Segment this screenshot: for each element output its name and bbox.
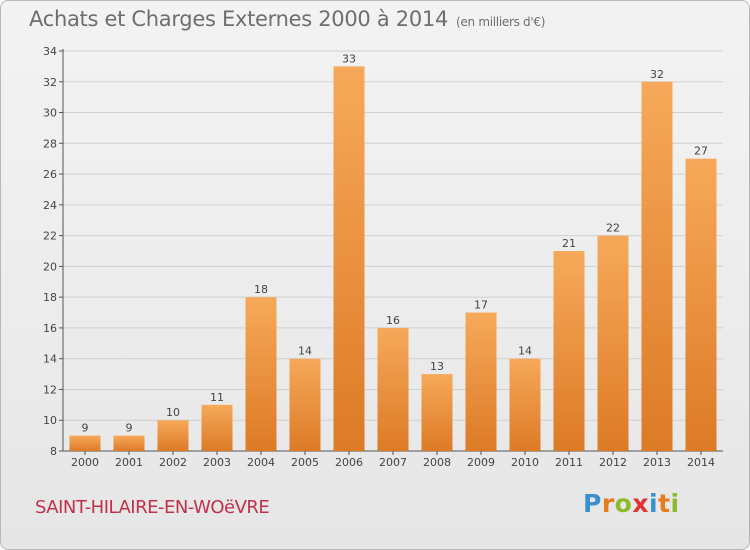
proxiti-logo: Proxiti xyxy=(583,489,680,518)
bar-2014 xyxy=(685,158,717,451)
y-tick-label: 26 xyxy=(43,168,57,181)
y-tick-label: 24 xyxy=(43,199,57,212)
bar-2006 xyxy=(333,66,365,451)
logo-letter: P xyxy=(583,489,602,518)
y-tick-label: 32 xyxy=(43,76,57,89)
y-tick-label: 28 xyxy=(43,137,57,150)
x-tick-label: 2008 xyxy=(423,456,451,469)
y-tick-label: 34 xyxy=(43,45,57,58)
chart-title-text: Achats et Charges Externes 2000 à 2014 xyxy=(29,7,449,31)
bar-value-label: 17 xyxy=(474,299,488,312)
x-tick-label: 2010 xyxy=(511,456,539,469)
bar-2005 xyxy=(289,358,321,451)
x-tick-label: 2007 xyxy=(379,456,407,469)
bar-2007 xyxy=(377,327,409,451)
bar-value-label: 13 xyxy=(430,360,444,373)
y-tick-label: 12 xyxy=(43,383,57,396)
x-tick-label: 2003 xyxy=(203,456,231,469)
x-tick-label: 2012 xyxy=(599,456,627,469)
chart-unit-label: (en milliers d'€) xyxy=(456,15,546,29)
bar-value-label: 14 xyxy=(518,345,532,358)
bar-value-label: 32 xyxy=(650,68,664,81)
x-tick-label: 2004 xyxy=(247,456,275,469)
x-tick-label: 2013 xyxy=(643,456,671,469)
bar-2011 xyxy=(553,251,585,451)
bar-value-label: 16 xyxy=(386,314,400,327)
bar-2012 xyxy=(597,235,629,451)
x-tick-label: 2005 xyxy=(291,456,319,469)
bar-value-label: 10 xyxy=(166,406,180,419)
y-tick-label: 14 xyxy=(43,353,57,366)
bar-value-label: 11 xyxy=(210,391,224,404)
bar-2004 xyxy=(245,297,277,451)
x-tick-label: 2011 xyxy=(555,456,583,469)
y-tick-label: 20 xyxy=(43,260,57,273)
logo-letter: x xyxy=(632,489,649,518)
logo-letter: t xyxy=(658,489,671,518)
bar-value-label: 33 xyxy=(342,52,356,65)
bar-2009 xyxy=(465,312,497,451)
bar-2013 xyxy=(641,81,673,452)
chart-title: Achats et Charges Externes 2000 à 2014 (e… xyxy=(29,7,545,31)
logo-letter: i xyxy=(670,489,680,518)
bar-value-label: 21 xyxy=(562,237,576,250)
bar-2000 xyxy=(69,435,101,451)
logo-letter: o xyxy=(614,489,633,518)
x-tick-label: 2014 xyxy=(687,456,715,469)
logo-letter: i xyxy=(649,489,659,518)
x-tick-label: 2009 xyxy=(467,456,495,469)
bar-value-label: 9 xyxy=(82,422,89,435)
x-tick-label: 2001 xyxy=(115,456,143,469)
bar-2008 xyxy=(421,374,453,451)
y-tick-label: 22 xyxy=(43,230,57,243)
bar-value-label: 27 xyxy=(694,145,708,158)
y-tick-label: 10 xyxy=(43,414,57,427)
bar-value-label: 14 xyxy=(298,345,312,358)
bar-2002 xyxy=(157,420,189,451)
bar-2001 xyxy=(113,435,145,451)
y-tick-label: 16 xyxy=(43,322,57,335)
x-tick-label: 2000 xyxy=(71,456,99,469)
x-tick-label: 2002 xyxy=(159,456,187,469)
y-tick-label: 30 xyxy=(43,107,57,120)
y-tick-label: 18 xyxy=(43,291,57,304)
bar-value-label: 22 xyxy=(606,222,620,235)
y-tick-label: 8 xyxy=(50,445,57,458)
logo-letter: r xyxy=(601,489,615,518)
x-tick-label: 2006 xyxy=(335,456,363,469)
bar-value-label: 9 xyxy=(126,422,133,435)
bar-value-label: 18 xyxy=(254,283,268,296)
commune-name: SAINT-HILAIRE-EN-WOëVRE xyxy=(35,497,270,518)
bar-2003 xyxy=(201,404,233,451)
bar-2010 xyxy=(509,358,541,451)
